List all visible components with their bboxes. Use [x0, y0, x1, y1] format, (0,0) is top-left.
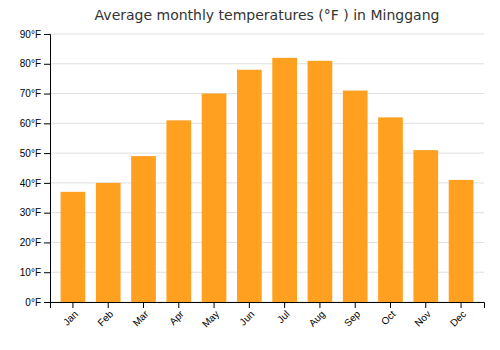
y-tick-label: 40°F: [20, 178, 41, 189]
title: Average monthly temperatures (°F ) in Mi…: [95, 7, 440, 23]
y-tick-label: 50°F: [20, 148, 41, 159]
y-tick: 0°F: [25, 297, 50, 308]
x-tick-label: Mar: [131, 308, 151, 328]
chart: 0°F 10°F 20°F 30°F 40°F 50°F 60°F 70°F 80°F 90°F J…: [0, 0, 500, 350]
x-tick-mark: [355, 302, 356, 308]
y-axis: 0°F 10°F 20°F 30°F 40°F 50°F 60°F 70°F 80°F 90°F: [20, 29, 51, 308]
x-tick-mark: [249, 302, 250, 308]
x-tick-label: Dec: [448, 308, 468, 328]
x-tick-label: Jan: [61, 308, 80, 327]
y-tick-mark: [44, 64, 50, 65]
x-tick-mark: [390, 302, 391, 308]
y-tick-label: 30°F: [20, 207, 41, 218]
y-tick-label: 60°F: [20, 118, 41, 129]
y-tick-mark: [44, 153, 50, 154]
grid-line: [50, 63, 484, 64]
y-tick-mark: [44, 94, 50, 95]
y-tick-mark: [44, 34, 50, 35]
x-tick: Apr: [167, 302, 186, 327]
y-tick-label: 70°F: [20, 88, 41, 99]
y-tick: 20°F: [20, 237, 50, 248]
x-tick: Aug: [307, 302, 327, 329]
x-tick: Oct: [379, 302, 398, 327]
y-tick-label: 10°F: [20, 267, 41, 278]
x-tick-label: Aug: [307, 308, 327, 328]
y-tick-label: 20°F: [20, 237, 41, 248]
x-tick-label: Oct: [379, 308, 398, 327]
x-axis: Jan Feb Mar Apr May Jun Jul Aug Sep Oct Nov Dec: [51, 302, 485, 330]
bars: [61, 58, 474, 302]
y-tick-mark: [44, 183, 50, 184]
bar: [449, 180, 474, 302]
bar: [131, 156, 156, 302]
bar: [413, 150, 438, 302]
grid-line: [50, 123, 484, 124]
plot: 0°F 10°F 20°F 30°F 40°F 50°F 60°F 70°F 80°F 90°F J…: [20, 29, 485, 330]
bar: [96, 183, 121, 302]
x-tick-label: Jun: [237, 308, 256, 327]
x-tick-mark: [108, 302, 109, 308]
y-tick: 60°F: [20, 118, 50, 129]
y-tick: 90°F: [20, 29, 50, 40]
y-tick: 10°F: [20, 267, 50, 278]
x-tick: Feb: [95, 302, 115, 328]
y-tick: 50°F: [20, 148, 50, 159]
x-tick: Sep: [342, 302, 363, 329]
y-tick-mark: [44, 213, 50, 214]
x-tick-mark: [461, 302, 462, 308]
bar: [378, 117, 403, 302]
x-tick-label: Jul: [275, 308, 292, 325]
x-tick-label: Feb: [95, 308, 115, 328]
bar: [272, 58, 297, 302]
x-tick-label: Sep: [342, 308, 363, 329]
y-tick-mark: [44, 123, 50, 124]
x-tick-mark: [284, 302, 285, 308]
x-tick-label: May: [200, 308, 221, 329]
bar: [202, 94, 227, 302]
x-tick: Jan: [61, 302, 80, 328]
bar: [61, 192, 86, 302]
y-tick-mark: [44, 302, 50, 303]
x-tick-mark: [319, 302, 320, 308]
y-tick: 70°F: [20, 88, 50, 99]
x-tick: Nov: [412, 302, 432, 329]
bar: [166, 120, 191, 302]
y-tick: 30°F: [20, 207, 50, 218]
y-tick-label: 80°F: [20, 58, 41, 69]
grid-line: [50, 93, 484, 94]
x-tick-label: Apr: [167, 308, 186, 327]
y-tick-mark: [44, 272, 50, 273]
x-tick: Jun: [237, 302, 256, 328]
x-tick-mark: [72, 302, 73, 308]
x-tick: May: [200, 302, 221, 330]
x-tick: Mar: [131, 302, 151, 328]
y-axis-line: [44, 35, 51, 303]
y-tick-label: 0°F: [25, 297, 41, 308]
x-tick-mark: [214, 302, 215, 308]
x-tick-label: Nov: [412, 308, 432, 328]
x-tick: Jul: [275, 302, 292, 325]
x-axis-line: [51, 303, 485, 309]
y-tick: 80°F: [20, 58, 50, 69]
x-tick-mark: [143, 302, 144, 308]
x-tick-mark: [425, 302, 426, 308]
y-tick-label: 90°F: [20, 29, 41, 40]
bar: [237, 70, 262, 302]
y-tick-mark: [44, 242, 50, 243]
x-tick: Dec: [448, 302, 468, 329]
x-tick-mark: [178, 302, 179, 308]
grid-line: [50, 34, 484, 35]
bar: [308, 61, 333, 302]
y-tick: 40°F: [20, 178, 50, 189]
bar: [343, 91, 368, 302]
grid: [50, 34, 484, 302]
